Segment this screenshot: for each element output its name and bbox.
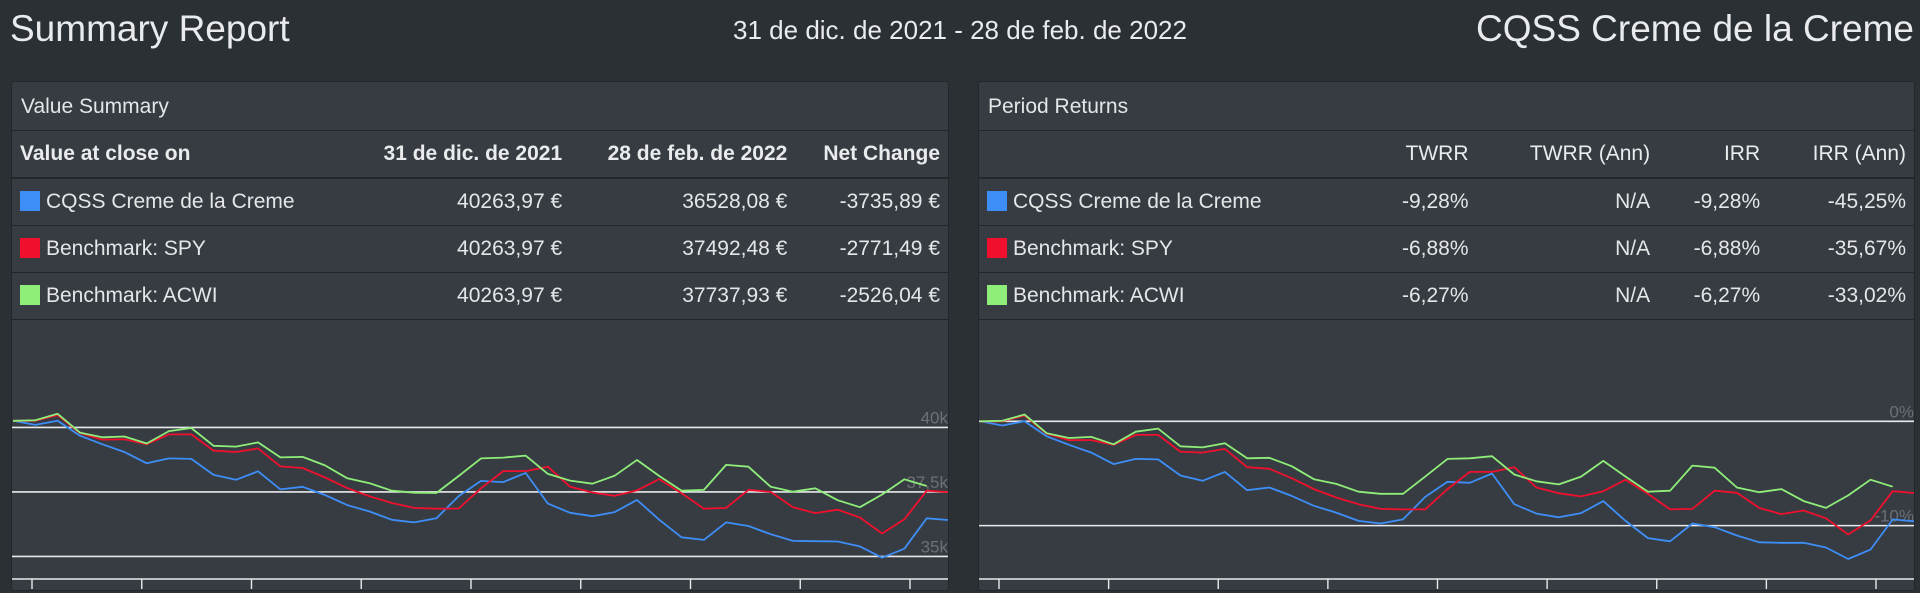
column-header: 28 de feb. de 2022: [570, 131, 796, 179]
period-returns-table: TWRR TWRR (Ann) IRR IRR (Ann) CQSS Creme…: [979, 131, 1914, 320]
twrr-value: -6,88%: [1366, 225, 1477, 273]
column-header: IRR: [1658, 131, 1769, 179]
series-name: Benchmark: ACWI: [46, 283, 218, 307]
series-name: Benchmark: ACWI: [1013, 283, 1185, 307]
series-line-acwi: [979, 413, 1893, 509]
series-name: CQSS Creme de la Creme: [1013, 189, 1262, 213]
end-value: 37492,48 €: [570, 225, 796, 273]
series-name-cell: Benchmark: SPY: [979, 225, 1367, 273]
end-value: 37737,93 €: [570, 272, 796, 320]
irr-value: -6,88%: [1658, 225, 1769, 273]
legend-swatch: [987, 284, 1007, 305]
net-change: -3735,89 €: [795, 178, 948, 226]
series-line-spy: [13, 414, 948, 535]
net-change: -2771,49 €: [795, 225, 948, 273]
series-name-cell: CQSS Creme de la Creme: [12, 178, 347, 226]
table-row: Benchmark: ACWI -6,27% N/A -6,27% -33,02…: [979, 272, 1914, 320]
value-summary-panel: Value Summary Value at close on 31 de di…: [11, 81, 949, 591]
portfolio-name: CQSS Creme de la Creme: [1476, 8, 1914, 49]
table-header-row: Value at close on 31 de dic. de 2021 28 …: [12, 131, 948, 179]
column-header: Net Change: [795, 131, 948, 179]
start-value: 40263,97 €: [346, 225, 571, 273]
twrr-ann-value: N/A: [1476, 272, 1659, 320]
period-returns-panel: Period Returns TWRR TWRR (Ann) IRR IRR (…: [978, 81, 1915, 591]
irr-value: -9,28%: [1658, 178, 1769, 226]
report-title: Summary Report: [10, 8, 290, 49]
value-summary-title: Value Summary: [12, 82, 948, 131]
start-value: 40263,97 €: [346, 178, 571, 226]
irr-ann-value: -45,25%: [1768, 178, 1914, 226]
net-change: -2526,04 €: [795, 272, 948, 320]
y-tick-label: 37,5k: [906, 473, 948, 492]
value-summary-table: Value at close on 31 de dic. de 2021 28 …: [12, 131, 948, 320]
table-row: CQSS Creme de la Creme 40263,97 € 36528,…: [12, 178, 948, 226]
series-name: Benchmark: SPY: [46, 236, 206, 260]
series-name-cell: CQSS Creme de la Creme: [979, 178, 1367, 226]
irr-value: -6,27%: [1658, 272, 1769, 320]
y-tick-label: 35k: [921, 537, 949, 556]
legend-swatch: [987, 237, 1007, 258]
y-tick-label: 40k: [921, 408, 949, 427]
column-header: [979, 131, 1367, 179]
twrr-ann-value: N/A: [1476, 178, 1659, 226]
date-range: 31 de dic. de 2021 - 28 de feb. de 2022: [733, 15, 1187, 45]
start-value: 40263,97 €: [346, 272, 571, 320]
table-row: CQSS Creme de la Creme -9,28% N/A -9,28%…: [979, 178, 1914, 226]
column-header: TWRR (Ann): [1476, 131, 1659, 179]
legend-swatch: [20, 190, 40, 211]
legend-swatch: [20, 284, 40, 305]
column-header: 31 de dic. de 2021: [346, 131, 571, 179]
twrr-value: -9,28%: [1366, 178, 1477, 226]
irr-ann-value: -33,02%: [1768, 272, 1914, 320]
series-name: CQSS Creme de la Creme: [46, 189, 295, 213]
series-line-portfolio: [979, 420, 1914, 560]
series-name-cell: Benchmark: SPY: [12, 225, 347, 273]
end-value: 36528,08 €: [570, 178, 796, 226]
returns-line-chart: 0%-10%3. Jan10. Jan17. Jan24. Jan31. Jan…: [979, 404, 1914, 589]
series-line-spy: [980, 414, 1914, 536]
legend-swatch: [987, 190, 1007, 211]
series-name-cell: Benchmark: ACWI: [979, 272, 1367, 320]
table-row: Benchmark: SPY -6,88% N/A -6,88% -35,67%: [979, 225, 1914, 273]
legend-swatch: [20, 237, 40, 258]
y-tick-label: -10%: [1874, 507, 1914, 526]
column-header: TWRR: [1366, 131, 1477, 179]
returns-chart-container: 0%-10%3. Jan10. Jan17. Jan24. Jan31. Jan…: [979, 404, 1914, 590]
irr-ann-value: -35,67%: [1768, 225, 1914, 273]
series-line-acwi: [12, 412, 927, 509]
table-row: Benchmark: ACWI 40263,97 € 37737,93 € -2…: [12, 272, 948, 320]
column-header: IRR (Ann): [1768, 131, 1914, 179]
twrr-ann-value: N/A: [1476, 225, 1659, 273]
twrr-value: -6,27%: [1366, 272, 1477, 320]
series-line-portfolio: [12, 419, 948, 559]
y-tick-label: 0%: [1889, 404, 1914, 421]
table-header-row: TWRR TWRR (Ann) IRR IRR (Ann): [979, 131, 1914, 179]
series-name: Benchmark: SPY: [1013, 236, 1173, 260]
period-returns-title: Period Returns: [979, 82, 1914, 131]
column-header: Value at close on: [12, 131, 347, 179]
table-row: Benchmark: SPY 40263,97 € 37492,48 € -27…: [12, 225, 948, 273]
report-header: Summary Report 31 de dic. de 2021 - 28 d…: [0, 0, 1920, 62]
series-name-cell: Benchmark: ACWI: [12, 272, 347, 320]
